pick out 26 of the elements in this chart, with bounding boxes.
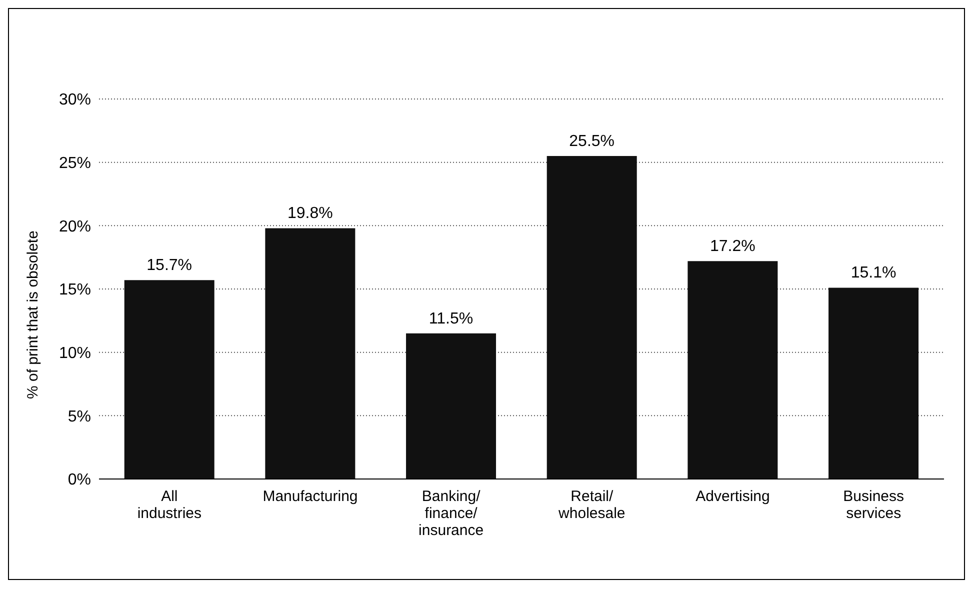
bar (828, 288, 919, 479)
y-tick-label: 5% (68, 408, 91, 426)
y-tick-label: 30% (58, 92, 91, 109)
y-tick-label: 10% (58, 345, 91, 362)
data-label: 15.1% (850, 264, 896, 282)
bar (124, 280, 214, 479)
x-tick-label: All industries (137, 488, 202, 522)
data-label: 25.5% (569, 133, 615, 150)
bar (265, 228, 356, 479)
bar (688, 261, 778, 479)
y-tick-label: 15% (58, 282, 91, 299)
data-label: 11.5% (428, 310, 474, 328)
y-tick-label: 20% (58, 218, 91, 236)
x-tick-label: Advertising (696, 488, 770, 505)
data-label: 15.7% (146, 257, 192, 274)
data-label: 17.2% (710, 238, 756, 256)
y-tick-label: 0% (68, 472, 91, 489)
x-tick-label: Retail/wholesale (558, 488, 626, 522)
x-tick-label: Business services (843, 488, 904, 522)
y-tick-label: 25% (58, 155, 91, 172)
y-axis-title: % of print that is obsolete (24, 230, 42, 399)
data-label: 19.8% (287, 205, 333, 222)
bar (406, 333, 496, 479)
x-tick-label: Manufacturing (262, 488, 358, 505)
x-tick-label: Banking/finance/insurance (418, 488, 484, 539)
bar (546, 156, 637, 479)
